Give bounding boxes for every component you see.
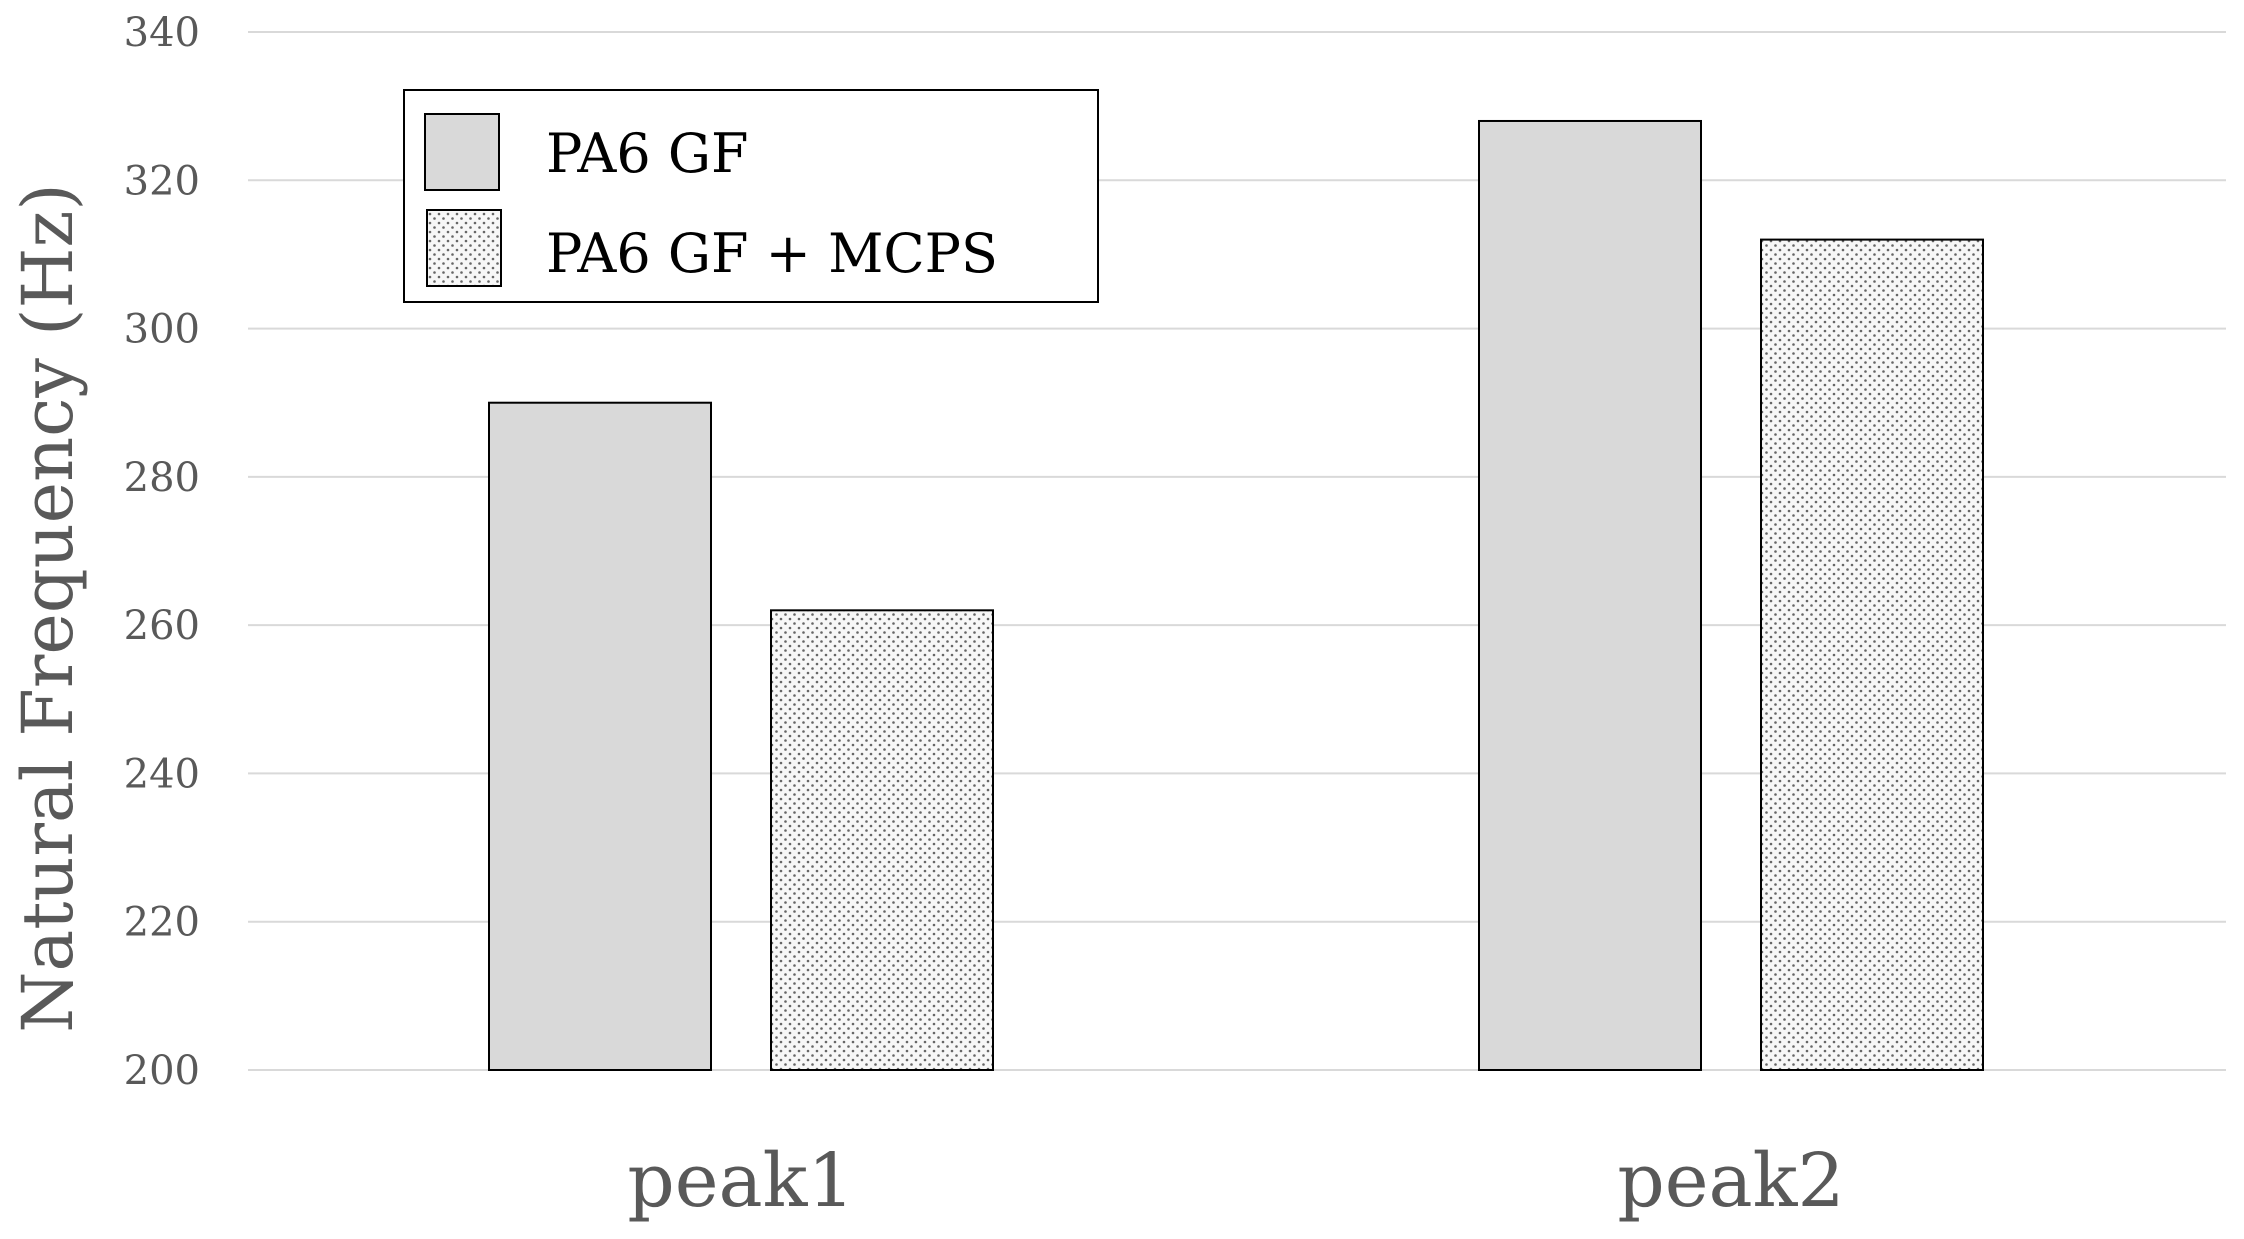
legend-label-pa6-gf: PA6 GF bbox=[546, 122, 749, 185]
y-axis-label: Natural Frequency (Hz) bbox=[7, 183, 89, 1032]
bar-peak1-series-1 bbox=[488, 401, 712, 1071]
bar-peak2-series-2 bbox=[1760, 238, 1984, 1072]
y-tick-label: 340 bbox=[124, 10, 200, 56]
y-tick-label: 220 bbox=[124, 900, 200, 946]
y-tick-label: 320 bbox=[124, 158, 200, 204]
legend-entry-2: PA6 GF + MCPS bbox=[426, 209, 998, 287]
legend-swatch-pa6-gf bbox=[424, 113, 500, 191]
y-tick-label: 300 bbox=[124, 307, 200, 353]
y-axis-ticks: 200 220 240 260 280 300 320 340 bbox=[124, 10, 200, 1094]
x-tick-label-peak1: peak1 bbox=[627, 1138, 854, 1224]
y-tick-label: 280 bbox=[124, 455, 200, 501]
y-tick-label: 240 bbox=[124, 751, 200, 797]
bar-peak1-series-2 bbox=[770, 609, 994, 1071]
legend-swatch-pa6-gf-mcps bbox=[426, 209, 502, 287]
legend-label-pa6-gf-mcps: PA6 GF + MCPS bbox=[546, 222, 998, 285]
y-tick-label: 200 bbox=[124, 1048, 200, 1094]
legend-box bbox=[403, 89, 1099, 303]
legend-entry-1: PA6 GF bbox=[424, 113, 749, 191]
y-tick-label: 260 bbox=[124, 603, 200, 649]
bar-peak2-series-1 bbox=[1478, 119, 1702, 1071]
bars bbox=[488, 119, 1984, 1072]
x-axis-ticks: peak1 peak2 bbox=[627, 1138, 1844, 1224]
legend: PA6 GF PA6 GF + MCPS bbox=[403, 89, 1099, 303]
x-tick-label-peak2: peak2 bbox=[1617, 1138, 1844, 1224]
